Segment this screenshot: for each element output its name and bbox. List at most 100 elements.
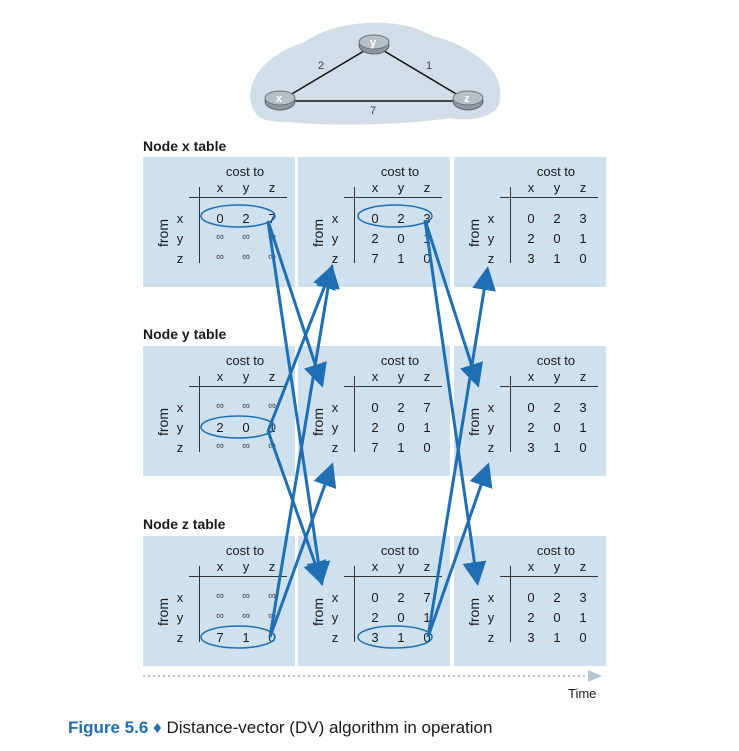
from-label: from: [310, 219, 326, 247]
table-cell: 2: [371, 610, 379, 625]
table-cell: 0: [268, 630, 276, 645]
table-cell: 0: [579, 251, 587, 266]
table-cell: 3: [579, 211, 587, 226]
table-cell: 0: [579, 630, 587, 645]
column-label: z: [579, 369, 587, 384]
row-label: y: [331, 231, 339, 246]
row-label: x: [487, 211, 495, 226]
column-label: y: [242, 369, 250, 384]
column-label: z: [423, 369, 431, 384]
row-label: x: [331, 211, 339, 226]
column-label: x: [371, 559, 379, 574]
link-cost-x-y: 2: [318, 60, 324, 72]
router-x-icon: x: [264, 90, 296, 111]
table-cell: 2: [527, 231, 535, 246]
dv-table: cost to x y z from x 0 2 3 y 2 0 1 z 3 1 0: [454, 536, 606, 666]
table-cell: ∞: [268, 231, 276, 243]
cost-to-label: cost to: [380, 543, 420, 558]
cost-to-label: cost to: [380, 353, 420, 368]
table-cell: 3: [527, 630, 535, 645]
link-cost-x-z: 7: [370, 105, 376, 117]
header-rule: [500, 576, 598, 577]
row-label: y: [487, 231, 495, 246]
row-label: y: [176, 231, 184, 246]
row-label: z: [331, 630, 339, 645]
table-cell: ∞: [242, 610, 250, 622]
section-title-z: Node z table: [143, 516, 226, 532]
column-label: z: [423, 180, 431, 195]
row-rule: [354, 566, 355, 642]
from-label: from: [466, 598, 482, 626]
table-cell: 1: [579, 231, 587, 246]
row-rule: [354, 187, 355, 263]
table-cell: 0: [527, 590, 535, 605]
table-cell: ∞: [268, 610, 276, 622]
network-cloud: [250, 22, 501, 125]
table-cell: 0: [371, 590, 379, 605]
cost-to-label: cost to: [536, 543, 576, 558]
header-rule: [189, 386, 287, 387]
column-label: x: [371, 369, 379, 384]
svg-text:z: z: [464, 93, 470, 105]
table-cell: 3: [527, 251, 535, 266]
table-cell: 0: [397, 610, 405, 625]
table-cell: 0: [397, 420, 405, 435]
table-cell: 0: [371, 211, 379, 226]
from-label: from: [155, 219, 171, 247]
dv-table: cost to x y z from x 0 2 3 y 2 0 1 z 7 1 0: [298, 157, 450, 287]
figure-number: Figure 5.6: [68, 718, 149, 737]
row-label: x: [331, 590, 339, 605]
section-title-x: Node x table: [143, 138, 227, 154]
row-label: y: [176, 420, 184, 435]
table-cell: 7: [371, 251, 379, 266]
table-cell: 3: [579, 400, 587, 415]
time-label: Time: [568, 686, 597, 701]
row-label: x: [487, 590, 495, 605]
caption-text: Distance-vector (DV) algorithm in operat…: [166, 718, 493, 737]
column-label: x: [216, 559, 224, 574]
table-cell: 2: [397, 400, 405, 415]
table-cell: 1: [579, 420, 587, 435]
column-label: y: [397, 180, 405, 195]
row-label: z: [487, 440, 495, 455]
header-rule: [189, 197, 287, 198]
section-title-y: Node y table: [143, 326, 227, 342]
row-label: x: [176, 211, 184, 226]
table-cell: ∞: [216, 400, 224, 412]
dv-table: cost to x y z from x 0 2 7 y 2 0 1 z 7 1 0: [298, 346, 450, 476]
table-cell: 1: [553, 251, 561, 266]
row-label: x: [176, 400, 184, 415]
router-z-icon: z: [452, 90, 484, 111]
table-cell: 2: [527, 420, 535, 435]
table-cell: 1: [268, 420, 276, 435]
header-rule: [344, 386, 442, 387]
row-label: z: [331, 440, 339, 455]
table-cell: 2: [216, 420, 224, 435]
table-cell: ∞: [268, 251, 276, 263]
table-cell: 1: [423, 231, 431, 246]
column-label: y: [553, 559, 561, 574]
column-label: x: [527, 369, 535, 384]
column-label: x: [216, 180, 224, 195]
column-label: z: [423, 559, 431, 574]
row-label: y: [487, 610, 495, 625]
table-cell: ∞: [268, 440, 276, 452]
header-rule: [189, 576, 287, 577]
table-cell: 2: [371, 420, 379, 435]
column-label: y: [397, 369, 405, 384]
dv-table: cost to x y z from x 0 2 3 y 2 0 1 z 3 1 0: [454, 157, 606, 287]
table-cell: 2: [553, 400, 561, 415]
table-cell: 2: [553, 211, 561, 226]
column-label: z: [268, 559, 276, 574]
row-label: y: [331, 420, 339, 435]
header-rule: [344, 576, 442, 577]
table-cell: 0: [371, 400, 379, 415]
column-label: y: [242, 559, 250, 574]
row-label: x: [176, 590, 184, 605]
table-cell: 3: [423, 211, 431, 226]
header-rule: [344, 197, 442, 198]
from-label: from: [155, 408, 171, 436]
column-label: z: [579, 180, 587, 195]
from-label: from: [466, 408, 482, 436]
